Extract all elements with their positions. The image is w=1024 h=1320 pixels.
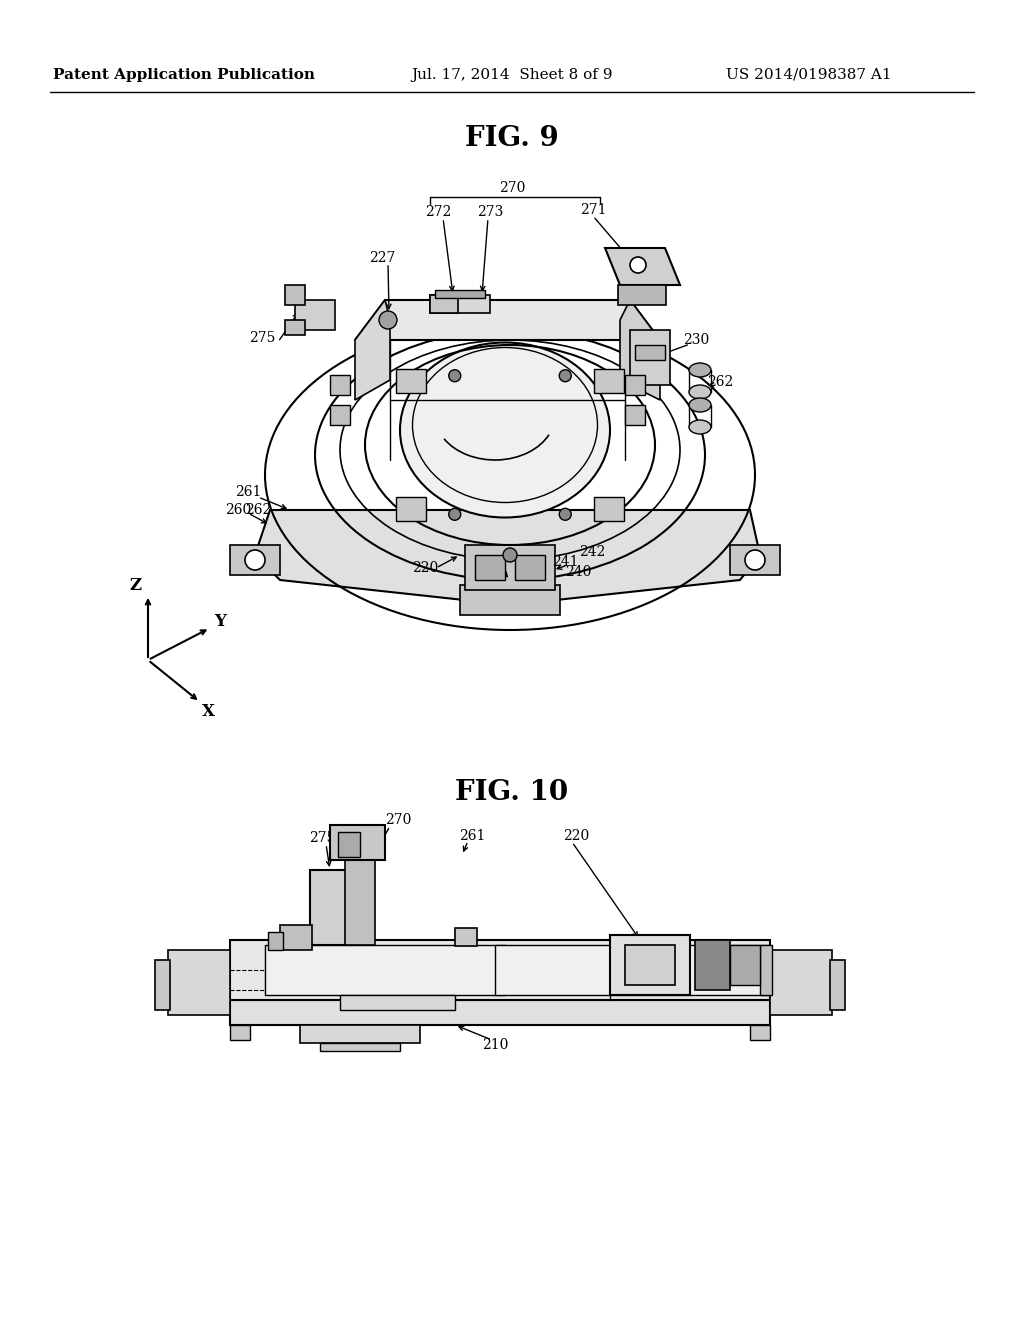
Circle shape — [449, 370, 461, 381]
Bar — [430, 294, 490, 313]
Circle shape — [559, 370, 571, 381]
Bar — [396, 496, 426, 520]
Polygon shape — [460, 585, 560, 615]
Circle shape — [449, 508, 461, 520]
Circle shape — [559, 508, 571, 520]
Text: 227: 227 — [369, 251, 395, 265]
Bar — [230, 1001, 770, 1026]
Ellipse shape — [400, 342, 610, 517]
Bar — [155, 960, 170, 1010]
Text: FIG. 10: FIG. 10 — [456, 780, 568, 807]
Bar — [625, 405, 645, 425]
Bar — [625, 375, 645, 395]
Text: 262: 262 — [707, 375, 733, 389]
Bar — [330, 405, 350, 425]
Bar — [280, 925, 312, 950]
Text: 272: 272 — [425, 205, 452, 219]
Text: 261: 261 — [459, 829, 485, 843]
Bar — [430, 294, 458, 313]
Text: Jul. 17, 2014  Sheet 8 of 9: Jul. 17, 2014 Sheet 8 of 9 — [412, 69, 612, 82]
Polygon shape — [605, 248, 680, 285]
Bar — [285, 319, 305, 335]
Text: 242: 242 — [579, 545, 605, 558]
Polygon shape — [230, 545, 280, 576]
Bar — [268, 932, 283, 950]
Ellipse shape — [689, 363, 711, 378]
Bar — [630, 330, 670, 385]
Bar — [265, 945, 505, 995]
Polygon shape — [465, 545, 555, 590]
Text: 275: 275 — [309, 832, 335, 845]
Bar — [285, 285, 305, 305]
Text: 275: 275 — [249, 331, 275, 345]
Text: 271: 271 — [580, 203, 606, 216]
Polygon shape — [355, 300, 660, 341]
Bar — [455, 928, 477, 946]
Text: Y: Y — [214, 614, 226, 631]
Bar — [340, 995, 455, 1010]
Text: 272: 272 — [342, 832, 369, 845]
Polygon shape — [620, 300, 660, 400]
Text: 260: 260 — [225, 503, 251, 517]
Bar — [594, 370, 624, 393]
Text: 270: 270 — [499, 181, 525, 195]
Bar — [625, 945, 675, 985]
Circle shape — [745, 550, 765, 570]
Text: 262: 262 — [245, 503, 271, 517]
Text: 240: 240 — [565, 565, 591, 579]
Ellipse shape — [689, 420, 711, 434]
Bar — [635, 345, 665, 360]
Polygon shape — [355, 300, 390, 400]
Text: 220: 220 — [412, 561, 438, 576]
Bar — [435, 290, 485, 298]
Bar — [830, 960, 845, 1010]
Bar — [610, 935, 690, 995]
Text: 270: 270 — [385, 813, 412, 828]
Bar — [168, 950, 230, 1015]
Bar — [330, 825, 385, 861]
Text: 220: 220 — [563, 829, 589, 843]
Bar — [295, 300, 335, 330]
Circle shape — [630, 257, 646, 273]
Bar — [300, 1026, 420, 1043]
Circle shape — [379, 312, 397, 329]
Text: X: X — [202, 704, 214, 721]
Bar — [515, 554, 545, 579]
Bar — [770, 950, 831, 1015]
Text: FIG. 9: FIG. 9 — [465, 124, 559, 152]
Bar — [310, 870, 355, 945]
Text: 210: 210 — [477, 561, 503, 576]
Bar — [230, 940, 770, 1001]
Text: 241: 241 — [552, 554, 579, 569]
Circle shape — [245, 550, 265, 570]
Polygon shape — [255, 510, 760, 605]
Polygon shape — [730, 545, 780, 576]
Bar — [750, 1026, 770, 1040]
Bar — [618, 285, 666, 305]
Bar — [594, 496, 624, 520]
Text: Z: Z — [130, 577, 142, 594]
Bar — [760, 945, 772, 995]
Bar — [475, 554, 505, 579]
Text: 261: 261 — [234, 484, 261, 499]
Bar — [695, 940, 730, 990]
Bar — [230, 1026, 250, 1040]
Bar — [345, 861, 375, 945]
Text: 230: 230 — [683, 333, 710, 347]
Ellipse shape — [689, 385, 711, 399]
Bar — [319, 1043, 400, 1051]
Text: US 2014/0198387 A1: US 2014/0198387 A1 — [726, 69, 892, 82]
Text: 210: 210 — [482, 1038, 508, 1052]
Bar — [730, 945, 760, 985]
Circle shape — [503, 548, 517, 562]
Text: 273: 273 — [477, 205, 503, 219]
Text: Patent Application Publication: Patent Application Publication — [53, 69, 315, 82]
Bar — [338, 832, 360, 857]
Ellipse shape — [689, 399, 711, 412]
Bar — [396, 370, 426, 393]
Bar — [330, 375, 350, 395]
Bar — [495, 945, 770, 995]
